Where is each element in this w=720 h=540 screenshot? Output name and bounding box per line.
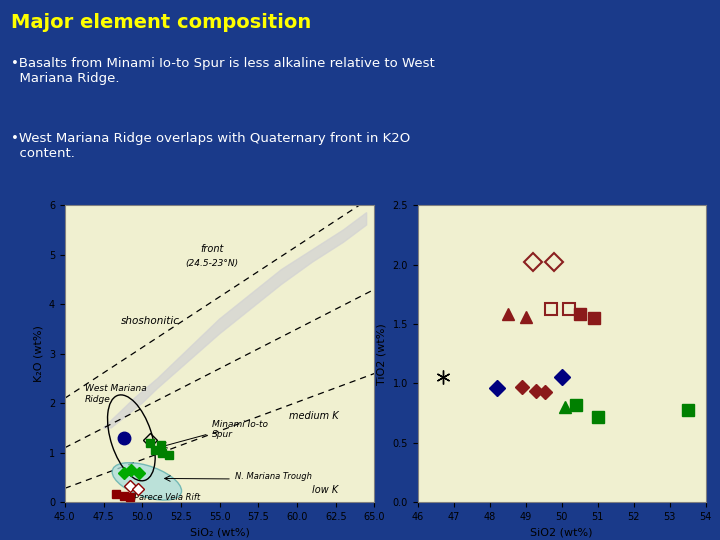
- X-axis label: SiO2 (wt%): SiO2 (wt%): [531, 528, 593, 537]
- Y-axis label: K₂O (wt%): K₂O (wt%): [33, 325, 43, 382]
- Text: Parece Vela Rift: Parece Vela Rift: [135, 492, 201, 502]
- Text: medium K: medium K: [289, 411, 339, 421]
- X-axis label: SiO₂ (wt%): SiO₂ (wt%): [189, 528, 250, 537]
- Polygon shape: [104, 213, 366, 428]
- Text: Major element composition: Major element composition: [11, 14, 311, 32]
- Text: West Mariana: West Mariana: [85, 384, 147, 393]
- Text: •Basalts from Minami Io-to Spur is less alkaline relative to West
  Mariana Ridg: •Basalts from Minami Io-to Spur is less …: [11, 57, 435, 85]
- Text: low K: low K: [312, 485, 338, 495]
- Ellipse shape: [112, 463, 181, 500]
- Text: •West Mariana Ridge overlaps with Quaternary front in K2O
  content.: •West Mariana Ridge overlaps with Quater…: [11, 132, 410, 160]
- Text: (24.5-23°N): (24.5-23°N): [185, 259, 238, 268]
- Text: front: front: [200, 244, 223, 254]
- Text: Minami Io-to: Minami Io-to: [212, 420, 268, 429]
- Y-axis label: TiO2 (wt%): TiO2 (wt%): [377, 323, 387, 384]
- Text: Spur: Spur: [212, 430, 233, 439]
- Text: N. Mariana Trough: N. Mariana Trough: [235, 472, 312, 482]
- Text: Ridge: Ridge: [85, 395, 111, 404]
- Text: shoshonitic: shoshonitic: [120, 316, 179, 326]
